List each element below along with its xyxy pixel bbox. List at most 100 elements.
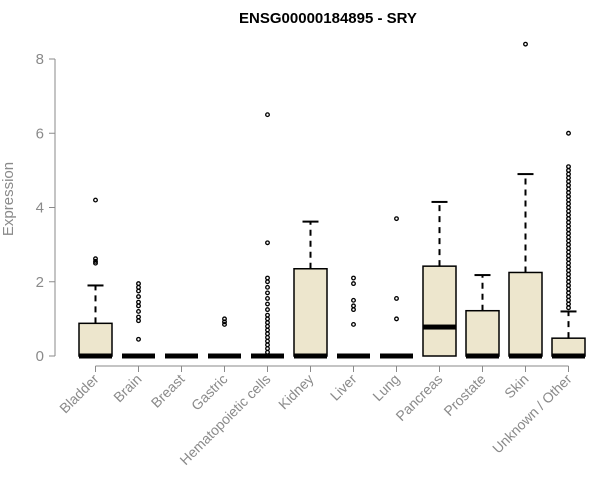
outlier-point bbox=[394, 296, 399, 301]
outlier-point bbox=[566, 257, 571, 262]
median-bar bbox=[466, 353, 499, 359]
outlier-point bbox=[265, 338, 270, 344]
outlier-point bbox=[265, 284, 270, 290]
outlier-point bbox=[566, 201, 571, 207]
median-bar bbox=[79, 353, 112, 359]
x-tick-label: Liver bbox=[327, 371, 360, 404]
outlier-point bbox=[566, 294, 571, 300]
outlier-point bbox=[566, 164, 571, 170]
outlier-point bbox=[566, 238, 571, 244]
box-rect bbox=[465, 309, 500, 357]
outlier-point bbox=[566, 234, 571, 240]
outlier-point bbox=[566, 182, 571, 188]
outlier-point bbox=[566, 167, 571, 173]
box-series bbox=[78, 41, 586, 359]
outlier-point bbox=[351, 275, 356, 281]
box-rect bbox=[551, 337, 586, 357]
outlier-point bbox=[566, 260, 571, 266]
y-tick-label: 4 bbox=[36, 200, 44, 217]
outlier-point bbox=[265, 331, 270, 337]
outlier-point bbox=[265, 301, 270, 307]
median-bar bbox=[552, 353, 585, 359]
y-tick-label: 8 bbox=[36, 51, 44, 68]
outlier-point bbox=[566, 197, 571, 203]
x-tick-label: Kidney bbox=[275, 371, 317, 413]
median-bar bbox=[251, 353, 284, 359]
outlier-point bbox=[566, 179, 571, 184]
outlier-point bbox=[566, 205, 571, 210]
median-bar bbox=[165, 353, 198, 359]
outlier-point bbox=[566, 212, 571, 218]
outlier-point bbox=[136, 288, 141, 294]
outlier-point bbox=[265, 349, 270, 355]
outlier-point bbox=[93, 256, 98, 262]
outlier-point bbox=[566, 297, 571, 303]
outlier-point bbox=[93, 197, 98, 203]
outlier-point bbox=[566, 193, 571, 199]
x-tick-label: Gastric bbox=[188, 371, 231, 414]
outlier-point bbox=[222, 319, 227, 325]
outlier-point bbox=[566, 305, 571, 311]
outlier-point bbox=[265, 312, 270, 318]
x-tick-label: Unknown / Other bbox=[489, 371, 575, 457]
outlier-point bbox=[265, 320, 270, 326]
outlier-point bbox=[265, 307, 270, 313]
chart-title: ENSG00000184895 - SRY bbox=[239, 10, 417, 27]
outlier-point bbox=[351, 281, 356, 287]
median-bar bbox=[337, 353, 370, 359]
box-group bbox=[78, 197, 113, 359]
box-group bbox=[337, 275, 370, 359]
box-group bbox=[251, 112, 284, 359]
outlier-point bbox=[566, 219, 571, 225]
outlier-point bbox=[566, 279, 571, 285]
median-bar bbox=[509, 353, 542, 359]
outlier-point bbox=[394, 316, 399, 322]
x-tick-label: Bladder bbox=[56, 371, 102, 417]
outlier-point bbox=[265, 323, 270, 329]
box-group bbox=[422, 200, 457, 357]
outlier-point bbox=[566, 186, 571, 192]
box-rect bbox=[293, 268, 328, 357]
outlier-point bbox=[566, 301, 571, 307]
box-rect bbox=[508, 271, 543, 357]
box-group bbox=[380, 216, 413, 359]
outlier-point bbox=[566, 290, 571, 296]
x-tick-label: Brain bbox=[110, 371, 144, 405]
box-group bbox=[465, 274, 500, 359]
outlier-point bbox=[136, 309, 141, 314]
outlier-point bbox=[265, 279, 270, 285]
outlier-point bbox=[265, 240, 270, 246]
outlier-point bbox=[566, 249, 571, 255]
outlier-point bbox=[265, 327, 270, 333]
outlier-point bbox=[566, 130, 571, 136]
outlier-point bbox=[566, 175, 571, 181]
median-bar bbox=[208, 353, 241, 359]
outlier-point bbox=[136, 314, 141, 320]
median-bar bbox=[294, 353, 327, 359]
outlier-point bbox=[136, 281, 141, 287]
box-group bbox=[293, 220, 328, 359]
outlier-point bbox=[136, 336, 141, 342]
box-group bbox=[122, 281, 155, 359]
outlier-point bbox=[136, 318, 141, 324]
outlier-point bbox=[265, 112, 270, 118]
outlier-point bbox=[566, 283, 571, 288]
x-tick-label: Lung bbox=[369, 371, 402, 404]
outlier-point bbox=[566, 227, 571, 233]
outlier-point bbox=[566, 216, 571, 222]
outlier-point bbox=[351, 307, 356, 313]
box-group bbox=[551, 130, 586, 359]
y-axis: 0 2 4 6 8 bbox=[36, 51, 56, 365]
outlier-point bbox=[523, 41, 528, 47]
box-rect bbox=[78, 322, 113, 357]
outlier-point bbox=[566, 171, 571, 177]
outlier-point bbox=[136, 303, 141, 309]
outlier-point bbox=[265, 290, 270, 296]
outlier-point bbox=[136, 299, 141, 305]
outlier-point bbox=[351, 303, 356, 309]
box-group bbox=[208, 316, 241, 359]
median-bar bbox=[380, 353, 413, 359]
outlier-point bbox=[566, 268, 571, 274]
outlier-point bbox=[566, 242, 571, 248]
